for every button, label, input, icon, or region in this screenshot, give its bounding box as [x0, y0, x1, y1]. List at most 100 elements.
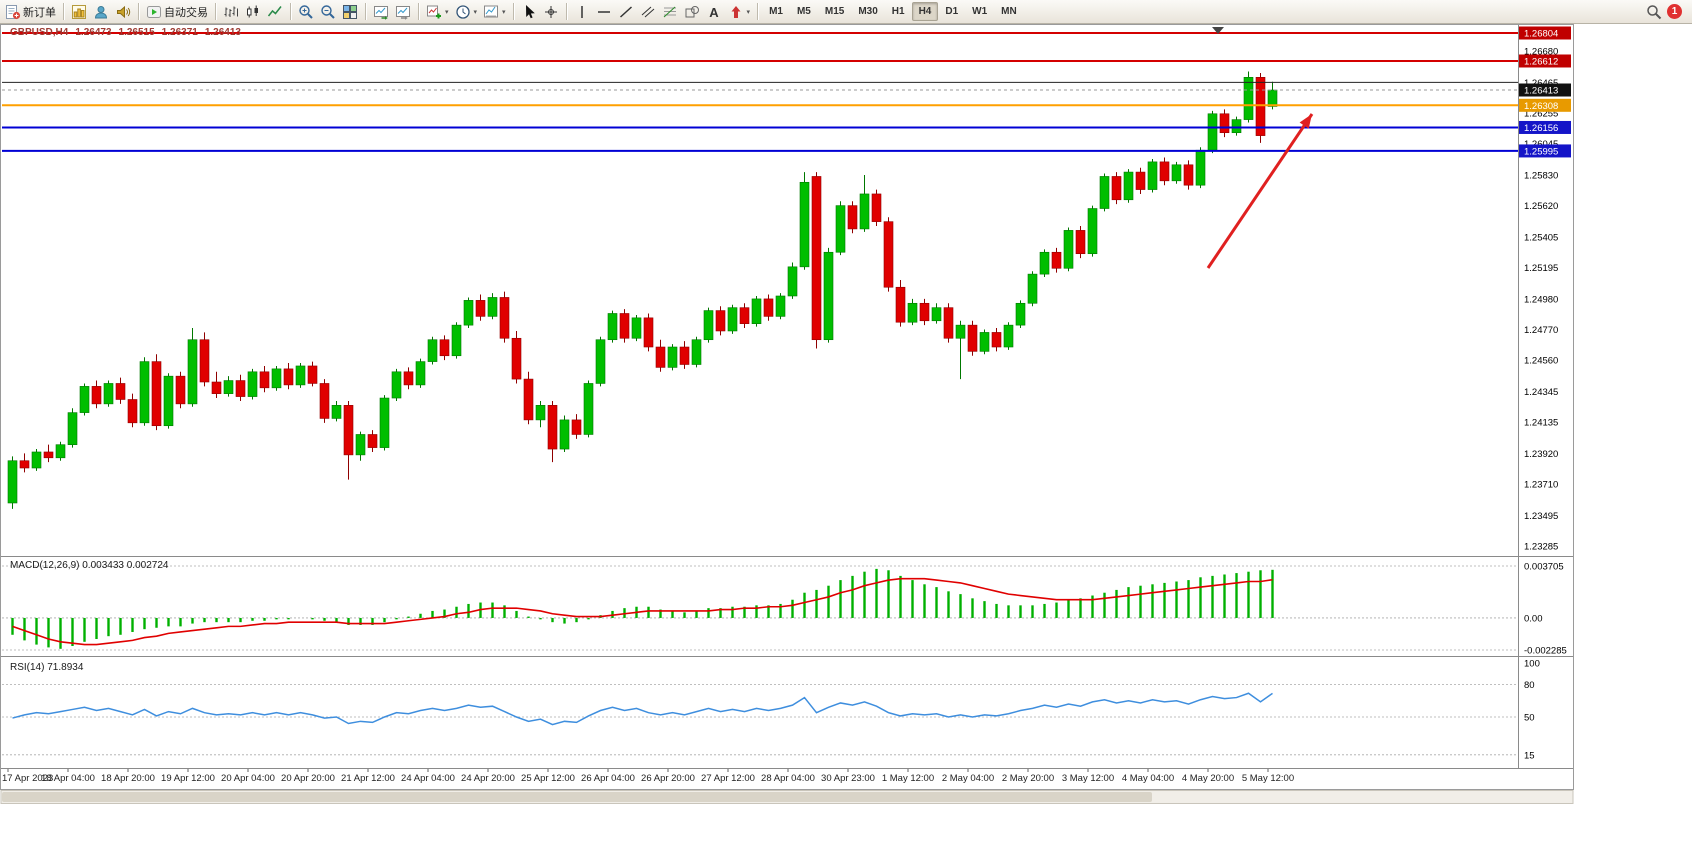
profiles-icon	[94, 5, 108, 18]
candle	[1207, 113, 1218, 151]
candle	[103, 383, 114, 405]
macd-signal-line	[12, 577, 1273, 646]
candle	[523, 378, 534, 421]
templates-button[interactable]: ▾	[481, 3, 508, 21]
vertical-line-button[interactable]	[572, 3, 592, 21]
crosshair-icon	[544, 5, 557, 18]
notification-badge[interactable]: 1	[1667, 4, 1682, 19]
candle	[127, 399, 138, 424]
candle	[247, 371, 258, 397]
trend-arrow[interactable]	[1206, 113, 1314, 269]
candle	[439, 339, 450, 357]
new-chart-button[interactable]	[69, 3, 89, 21]
price-tick-label: 1.24980	[1524, 294, 1558, 305]
candle	[199, 339, 210, 383]
timeframe-h4-button[interactable]: H4	[911, 2, 939, 21]
line-chart-icon	[267, 5, 282, 16]
text-icon: A	[709, 5, 719, 20]
shapes-button[interactable]	[682, 3, 702, 21]
candle	[355, 434, 366, 456]
toolbar-separator	[565, 3, 567, 20]
price-tag-resistance-upper	[1519, 26, 1571, 40]
time-tick-label: 1 May 12:00	[882, 773, 934, 784]
tile-windows-button[interactable]	[340, 3, 360, 21]
bars-icon	[224, 6, 238, 17]
price-tick-label: 1.23495	[1524, 511, 1558, 522]
crosshair-button[interactable]	[541, 3, 561, 21]
horizontal-line-icon	[597, 10, 610, 13]
candle	[79, 386, 90, 413]
horizontal-line-button[interactable]	[594, 3, 614, 21]
chart-shift-button[interactable]	[393, 3, 413, 21]
time-tick-label: 5 May 12:00	[1242, 773, 1294, 784]
candle	[607, 313, 618, 341]
periods-button[interactable]: ▾	[453, 3, 480, 21]
timeframe-d1-button[interactable]: D1	[945, 6, 959, 17]
price-tag-label: 1.26156	[1524, 123, 1558, 134]
line-chart-button[interactable]	[265, 3, 285, 21]
zoom-out-button[interactable]	[318, 3, 338, 21]
chart-shift-marker[interactable]	[1212, 27, 1224, 34]
price-tag-support-lower	[1519, 144, 1571, 158]
timeframe-w1-button[interactable]: W1	[972, 6, 988, 17]
candle	[595, 339, 606, 384]
text-button[interactable]: A	[704, 3, 724, 21]
indicators-button[interactable]: ▾	[424, 3, 451, 21]
trendline-icon	[619, 5, 632, 18]
cursor-button[interactable]	[519, 3, 539, 21]
zoom-in-button[interactable]	[296, 3, 316, 21]
auto-scroll-button[interactable]	[371, 3, 391, 21]
bar-chart-button[interactable]	[221, 3, 241, 21]
timeframe-toolbar: M1 M5 M15 M30 H1 H4 D1 W1 MN	[762, 0, 1024, 24]
time-tick-label: 20 Apr 20:00	[281, 773, 335, 784]
new-order-button-label: 新订单	[23, 6, 56, 19]
profiles-button[interactable]	[91, 3, 111, 21]
dropdown-arrow-icon: ▾	[473, 8, 478, 16]
candle	[631, 317, 642, 339]
candle	[967, 324, 978, 352]
trendline-button[interactable]	[616, 3, 636, 21]
candle	[559, 419, 570, 450]
candle	[655, 346, 666, 368]
candlestick-button[interactable]	[243, 3, 263, 21]
timeframe-h1-button[interactable]: H1	[891, 6, 905, 17]
candle	[175, 375, 186, 405]
price-tick-label: 1.24135	[1524, 418, 1558, 429]
candle	[259, 371, 270, 389]
time-tick-label: 4 May 20:00	[1182, 773, 1234, 784]
candle	[511, 337, 522, 380]
candle	[115, 383, 126, 400]
candle	[835, 205, 846, 253]
search-button[interactable]	[1644, 3, 1664, 21]
channel-button[interactable]	[638, 3, 658, 21]
toolbar-separator	[418, 3, 419, 20]
new-order-button[interactable]: 新订单	[3, 3, 58, 21]
candle	[1039, 251, 1050, 275]
auto-trading-button[interactable]: 自动交易	[144, 3, 210, 21]
timeframe-m15-button[interactable]: M15	[824, 6, 845, 17]
fibonacci-button[interactable]	[660, 3, 680, 21]
candle	[43, 451, 54, 459]
candle	[499, 297, 510, 339]
scrollbar-thumb[interactable]	[2, 792, 1152, 802]
candle	[295, 365, 306, 386]
arrows-button[interactable]: ▾	[726, 3, 753, 21]
time-tick-label: 30 Apr 23:00	[821, 773, 875, 784]
candle	[535, 405, 546, 421]
time-tick-label: 18 Apr 20:00	[101, 773, 155, 784]
channel-icon	[641, 6, 654, 17]
candle	[271, 368, 282, 389]
timeframe-m1-button[interactable]: M1	[769, 6, 783, 17]
auto-scroll-icon	[374, 5, 388, 20]
price-tag-resistance-lower	[1519, 54, 1571, 68]
price-tick-label: 1.24770	[1524, 325, 1558, 336]
timeframe-mn-button[interactable]: MN	[1001, 6, 1017, 17]
timeframe-m5-button[interactable]: M5	[796, 6, 811, 17]
alerts-button[interactable]	[113, 3, 133, 21]
new-chart-icon	[72, 4, 86, 19]
templates-icon	[484, 5, 499, 17]
candle	[619, 313, 630, 339]
candle	[1255, 77, 1266, 136]
timeframe-m30-button[interactable]: M30	[858, 6, 878, 17]
